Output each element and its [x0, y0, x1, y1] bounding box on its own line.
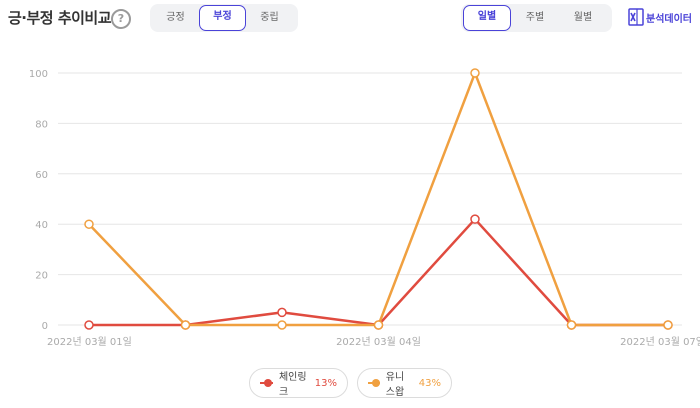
series-2-point-0: [84, 219, 94, 229]
legend-series-1-name: 체인링크: [278, 372, 307, 398]
tab-neutral[interactable]: 중립: [260, 12, 279, 23]
series-1-marker-icon: [260, 379, 273, 387]
y-tick-label-80: 80: [35, 119, 48, 130]
series-1-point-0: [84, 320, 94, 330]
tab-negative[interactable]: 부정: [199, 5, 246, 31]
legend-item-series-1[interactable]: 체인링크 13%: [249, 368, 348, 398]
sentiment-tab-group: 긍정 부정 중립: [150, 4, 298, 32]
tab-weekly[interactable]: 주별: [525, 12, 545, 23]
tab-daily[interactable]: 일별: [463, 5, 511, 31]
y-tick-label-20: 20: [35, 271, 48, 282]
tab-positive[interactable]: 긍정: [166, 12, 185, 23]
legend-series-2-name: 유니스왑: [385, 372, 405, 398]
help-icon[interactable]: ?: [111, 9, 131, 29]
excel-icon: [628, 8, 644, 26]
series-1-point-2: [277, 307, 287, 318]
series-2-point-3: [373, 320, 384, 330]
series-2-line: [88, 71, 668, 327]
line-chart: 0 20 40 60 80 100 2022년 03월 01일 2022년 03월 04일 20…: [29, 68, 700, 348]
series-2-point-1: [180, 320, 191, 330]
legend-item-series-2[interactable]: 유니스왑 43%: [357, 368, 452, 398]
chart-title: 긍·부정 추이비교: [8, 9, 112, 27]
legend-series-1-percent: 13%: [314, 377, 337, 389]
series-2-marker-icon: [368, 379, 380, 387]
series-2-point-2: [277, 320, 287, 330]
y-tick-label-60: 60: [35, 170, 48, 181]
x-tick-label-6: 2022년 03월 07일: [620, 336, 700, 348]
legend-series-2-percent: 43%: [418, 377, 441, 389]
export-label: 분석데이터: [646, 13, 692, 25]
x-tick-label-0: 2022년 03월 01일: [47, 336, 132, 348]
series-1-point-4: [470, 214, 480, 224]
series-2-point-4: [470, 68, 480, 78]
period-tab-group: 일별 주별 월별: [461, 4, 612, 32]
x-tick-label-3: 2022년 03월 04일: [336, 336, 421, 348]
series-1-line: [89, 217, 668, 327]
export-data-button[interactable]: 분석데이터: [628, 7, 692, 27]
series-2-point-5: [566, 320, 577, 330]
y-tick-label-100: 100: [29, 69, 48, 80]
tab-monthly[interactable]: 월별: [573, 12, 593, 23]
y-tick-label-40: 40: [35, 220, 48, 231]
series-2-point-6: [663, 320, 673, 330]
y-tick-label-0: 0: [42, 321, 48, 332]
